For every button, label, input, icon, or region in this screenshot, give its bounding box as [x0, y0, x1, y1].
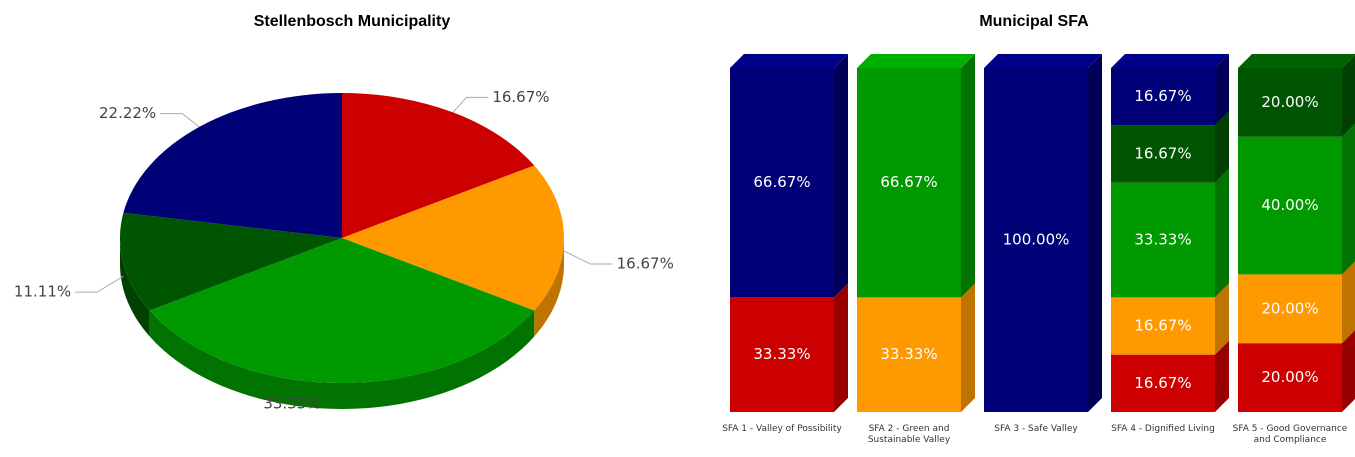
bar-label: 100.00% — [1003, 231, 1070, 249]
bar-segment-side — [1342, 123, 1355, 275]
bar-segment — [857, 68, 961, 298]
x-tick-label-box: SFA 2 - Green and Sustainable Valley — [867, 424, 951, 445]
pie-slice-side — [120, 238, 150, 337]
bar-segment — [1111, 297, 1215, 355]
x-tick-label: SFA 2 - Green and Sustainable Valley — [867, 424, 951, 445]
x-tick-label-box: SFA 1 - Valley of Possibility — [722, 424, 842, 434]
pie-title: Stellenbosch Municipality — [254, 13, 451, 30]
bar-label: 20.00% — [1261, 368, 1318, 386]
bar-segment-side — [1342, 330, 1355, 412]
bar-segment-side — [1215, 283, 1229, 355]
bar-segment — [1238, 68, 1342, 137]
pie-slice — [342, 165, 564, 311]
bar-segment-side — [1088, 54, 1102, 412]
bar-segment — [1111, 125, 1215, 183]
bar-segment-top — [730, 54, 848, 68]
pie-label: 16.67% — [617, 255, 674, 273]
bar-segment-side — [961, 54, 975, 298]
bar-segment-top — [857, 54, 975, 68]
pie-label: 11.11% — [14, 283, 71, 301]
x-tick-label: SFA 3 - Safe Valley — [994, 424, 1078, 434]
bar-label: 33.33% — [880, 345, 937, 363]
bar-segment — [1111, 67, 1215, 126]
bar-title: Municipal SFA — [979, 13, 1089, 30]
x-tick-label-box: SFA 3 - Safe Valley — [994, 424, 1078, 434]
bar-segment-top — [1111, 53, 1229, 68]
bar-label: 16.67% — [1134, 144, 1191, 162]
bar-segment-top — [1238, 54, 1355, 68]
bar-segment — [1111, 354, 1215, 412]
bar-segment — [1111, 182, 1215, 298]
x-tick-label-box: SFA 4 - Dignified Living — [1111, 424, 1215, 434]
bar-label: 16.67% — [1134, 374, 1191, 392]
leader-line — [452, 96, 489, 113]
x-tick-label-box: SFA 5 - Good Governance and Compliance — [1232, 424, 1348, 445]
bar-segment-side — [834, 54, 848, 298]
pie-slice-side — [534, 238, 564, 337]
bar-label: 20.00% — [1261, 93, 1318, 111]
leader-line — [75, 275, 124, 293]
bar-segment — [857, 297, 961, 412]
pie-slice — [123, 92, 342, 239]
bar-segment — [1238, 274, 1342, 344]
bar-segment-side — [834, 283, 848, 412]
bar-label: 20.00% — [1261, 299, 1318, 317]
bar-segment — [984, 68, 1088, 412]
bar-label: 16.67% — [1134, 87, 1191, 105]
bar-segment-side — [1215, 168, 1229, 298]
bar-segment-side — [1342, 55, 1355, 137]
bar-segment — [730, 297, 834, 412]
leader-line — [563, 250, 613, 265]
bar-segment-side — [961, 283, 975, 412]
bar-segment — [730, 68, 834, 298]
bar-segment-top — [984, 54, 1102, 68]
leader-line — [160, 113, 200, 128]
bar-label: 66.67% — [753, 173, 810, 191]
bar-segment — [1238, 136, 1342, 275]
bar-label: 33.33% — [1134, 230, 1191, 248]
pie-slice — [342, 93, 535, 238]
pie-slice — [119, 212, 342, 311]
bar-label: 16.67% — [1134, 316, 1191, 334]
bar-segment-side — [1215, 340, 1229, 412]
x-tick-label: SFA 4 - Dignified Living — [1111, 424, 1215, 434]
bar-segment-side — [1215, 111, 1229, 183]
bar-label: 40.00% — [1261, 196, 1318, 214]
pie-slice — [149, 238, 535, 384]
pie-label: 33.33% — [263, 395, 320, 413]
x-tick-label: SFA 5 - Good Governance and Compliance — [1232, 424, 1348, 445]
bar-segment — [1238, 343, 1342, 412]
pie-label: 22.22% — [99, 104, 156, 122]
x-tick-label: SFA 1 - Valley of Possibility — [722, 424, 842, 434]
bar-label: 66.67% — [880, 173, 937, 191]
pie-slice-side — [149, 310, 535, 409]
bar-segment-side — [1215, 53, 1229, 126]
bar-segment-side — [1342, 261, 1355, 344]
pie-label: 16.67% — [492, 88, 549, 106]
bar-label: 33.33% — [753, 345, 810, 363]
